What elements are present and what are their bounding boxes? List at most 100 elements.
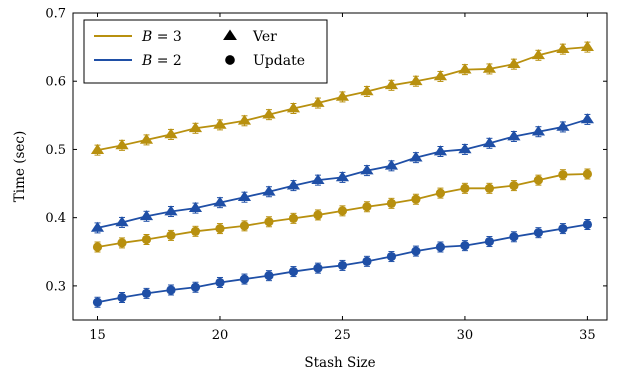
data-point	[458, 63, 472, 74]
data-point	[409, 75, 423, 86]
data-point	[558, 170, 568, 180]
data-point	[482, 62, 497, 73]
x-axis-label: Stash Size	[304, 355, 375, 371]
y-tick-label: 0.6	[45, 75, 66, 90]
data-point	[533, 228, 544, 238]
legend-box	[83, 19, 328, 84]
data-point	[164, 128, 178, 139]
x-tick-label: 15	[89, 328, 106, 343]
data-point	[507, 57, 521, 69]
data-point	[458, 143, 472, 154]
data-point	[264, 271, 274, 281]
data-point	[411, 246, 421, 256]
data-point	[164, 205, 178, 216]
data-point	[166, 285, 176, 295]
data-point	[384, 159, 399, 170]
axis-ticks: 15 20 25 30 35 0.3 0.4 0.5 0.6 0.7	[45, 7, 607, 343]
data-point	[411, 194, 421, 204]
data-point	[213, 196, 227, 207]
data-point	[386, 198, 397, 208]
data-point	[215, 223, 225, 234]
x-tick-label: 35	[579, 328, 596, 343]
y-tick-label: 0.3	[45, 279, 66, 294]
legend-marker-swatch	[225, 55, 235, 65]
data-point	[384, 79, 399, 90]
data-point	[482, 137, 497, 148]
y-tick-label: 0.4	[45, 211, 66, 226]
data-point	[237, 191, 252, 202]
data-point	[117, 292, 127, 303]
data-point	[509, 181, 519, 191]
data-point	[409, 151, 423, 162]
data-point	[288, 266, 299, 277]
data-point	[239, 221, 250, 231]
data-point	[507, 130, 521, 141]
data-point	[90, 143, 105, 154]
data-point	[311, 96, 325, 107]
data-point	[92, 297, 103, 307]
data-point	[141, 288, 152, 298]
data-point	[264, 217, 274, 227]
data-point	[484, 183, 495, 193]
data-point	[237, 114, 252, 125]
data-point	[558, 223, 568, 234]
data-point	[362, 256, 372, 266]
legend-label: B = 3	[141, 29, 182, 45]
data-point	[139, 210, 154, 221]
data-point	[484, 236, 495, 247]
x-tick-label: 20	[212, 328, 229, 343]
data-point	[286, 102, 301, 113]
data-point	[533, 175, 544, 185]
y-tick-label: 0.5	[45, 143, 66, 158]
x-tick-label: 25	[334, 328, 351, 343]
data-point	[509, 232, 519, 242]
series-4	[92, 218, 593, 308]
data-point	[556, 42, 570, 54]
data-point	[362, 202, 372, 212]
series-2	[90, 113, 595, 234]
data-point	[262, 108, 276, 119]
data-point	[311, 173, 325, 184]
plot-frame	[72, 12, 608, 321]
data-point	[141, 234, 152, 245]
legend-label-variable: B	[141, 29, 152, 45]
data-point	[215, 277, 225, 288]
data-point	[360, 164, 374, 175]
data-point	[335, 171, 350, 182]
data-point	[337, 206, 348, 216]
data-point	[460, 183, 470, 193]
data-point	[239, 274, 250, 284]
data-point	[90, 221, 105, 232]
data-point	[213, 118, 227, 129]
data-point	[582, 219, 593, 230]
data-point	[335, 90, 350, 101]
plot-area: 15 20 25 30 35 0.3 0.4 0.5 0.6 0.7	[45, 7, 608, 343]
legend-label-variable: B	[141, 53, 152, 69]
data-point	[582, 169, 593, 179]
data-point	[531, 49, 546, 60]
legend-label: Update	[253, 53, 305, 69]
data-point	[188, 201, 203, 212]
series-layer	[90, 40, 595, 308]
data-point	[313, 210, 323, 220]
data-point	[580, 40, 595, 51]
data-point	[262, 185, 276, 196]
x-tick-label: 30	[457, 328, 474, 343]
data-point	[580, 113, 595, 124]
legend-label-value: = 2	[152, 53, 182, 69]
data-point	[190, 282, 201, 292]
legend-marker-swatch	[223, 29, 237, 41]
data-point	[313, 263, 323, 273]
data-point	[190, 226, 201, 236]
legend-label: Ver	[252, 29, 277, 45]
data-point	[531, 125, 546, 136]
data-point	[115, 216, 129, 227]
data-point	[92, 242, 103, 252]
data-point	[433, 70, 448, 81]
legend-label-value: = 3	[152, 29, 182, 45]
data-point	[139, 133, 154, 144]
data-point	[288, 213, 299, 223]
data-point	[435, 188, 446, 198]
